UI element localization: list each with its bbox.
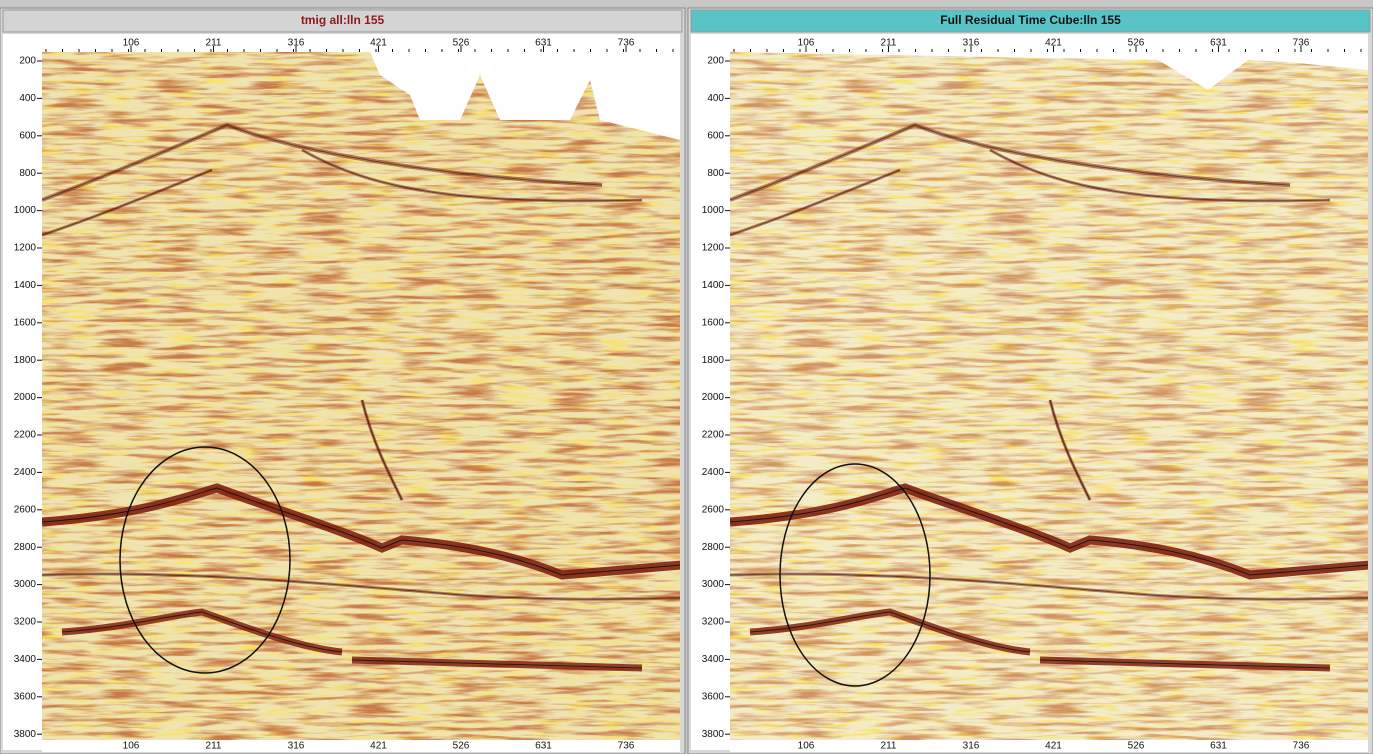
x-tick-label: 316: [963, 741, 980, 752]
y-tick-label: 400: [707, 93, 724, 104]
x-tick-label: 631: [1210, 741, 1227, 752]
noise-red: [730, 52, 1368, 740]
panel-title: Full Residual Time Cube:lln 155: [940, 13, 1121, 27]
x-tick-label: 526: [1128, 741, 1145, 752]
y-tick-label: 2400: [14, 467, 37, 478]
seismic-image: [42, 52, 682, 740]
y-tick-label: 2800: [14, 542, 37, 553]
y-tick-label: 800: [19, 168, 36, 179]
x-tick-label: 421: [1045, 741, 1062, 752]
x-tick-label: 736: [618, 741, 635, 752]
y-tick-label: 2000: [14, 392, 37, 403]
panel-title: tmig all:lln 155: [301, 13, 385, 27]
y-tick-label: 1200: [702, 243, 725, 254]
y-tick-label: 3200: [14, 617, 37, 628]
y-tick-label: 3600: [14, 691, 37, 702]
y-tick-label: 1200: [14, 243, 37, 254]
y-tick-label: 1600: [14, 317, 37, 328]
y-tick-label: 400: [19, 93, 36, 104]
y-tick-label: 200: [19, 56, 36, 67]
x-tick-label: 106: [798, 741, 815, 752]
y-tick-label: 1000: [702, 205, 725, 216]
x-tick-label: 526: [453, 741, 470, 752]
y-tick-label: 2000: [702, 392, 725, 403]
y-tick-label: 3800: [14, 729, 37, 740]
y-tick-label: 3200: [702, 617, 725, 628]
panel: Full Residual Time Cube:lln 155106106211…: [688, 8, 1373, 754]
y-tick-label: 2400: [702, 467, 725, 478]
y-tick-label: 1600: [702, 317, 725, 328]
panel: tmig all:lln 155106106211211316316421421…: [0, 8, 685, 754]
x-tick-label: 211: [881, 741, 897, 752]
y-tick-label: 1800: [14, 355, 37, 366]
y-tick-label: 3000: [14, 579, 37, 590]
y-tick-label: 2200: [702, 430, 725, 441]
y-tick-label: 3400: [14, 654, 37, 665]
y-tick-label: 3800: [702, 729, 725, 740]
y-tick-label: 2600: [14, 504, 37, 515]
noise-red: [42, 52, 680, 740]
y-tick-label: 1400: [702, 280, 725, 291]
x-tick-label: 421: [370, 741, 387, 752]
y-tick-label: 1800: [702, 355, 725, 366]
y-tick-label: 3600: [702, 691, 725, 702]
x-tick-label: 316: [288, 741, 305, 752]
seismic-image: [730, 52, 1370, 740]
x-tick-label: 211: [206, 741, 222, 752]
y-tick-label: 600: [707, 130, 724, 141]
x-tick-label: 106: [123, 741, 140, 752]
y-tick-label: 2600: [702, 504, 725, 515]
y-tick-label: 3000: [702, 579, 725, 590]
seismic-viewer: tmig all:lln 155 106 106 211 211 316 316 421 421…: [0, 0, 1373, 754]
y-tick-label: 2800: [702, 542, 725, 553]
y-tick-label: 1000: [14, 205, 37, 216]
y-tick-label: 2200: [14, 430, 37, 441]
y-tick-label: 3400: [702, 654, 725, 665]
y-tick-label: 600: [19, 130, 36, 141]
y-tick-label: 800: [707, 168, 724, 179]
y-tick-label: 200: [707, 56, 724, 67]
x-tick-label: 736: [1293, 741, 1310, 752]
x-tick-label: 631: [535, 741, 552, 752]
y-tick-label: 1400: [14, 280, 37, 291]
